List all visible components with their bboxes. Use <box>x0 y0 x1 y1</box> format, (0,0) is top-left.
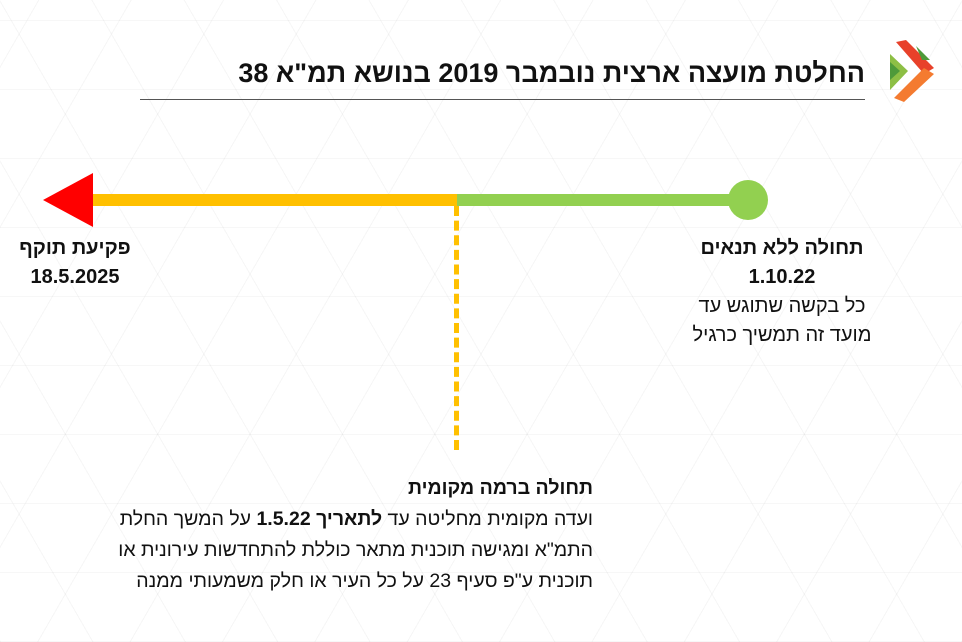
local-desc-line: תוכנית ע"פ סעיף 23 על כל העיר או חלק משמ… <box>136 570 593 592</box>
end-date: 18.5.2025 <box>30 266 120 288</box>
end-heading: פקיעת תוקף <box>19 237 131 259</box>
local-text: על המשך החלת <box>119 508 257 530</box>
timeline-end-arrow-icon <box>43 173 93 227</box>
brand-logo-icon <box>890 40 934 102</box>
timeline-local-marker <box>454 206 459 450</box>
start-heading: תחולה ללא תנאים <box>700 237 864 259</box>
timeline-local-segment <box>88 194 458 206</box>
end-block: פקיעת תוקף 18.5.2025 <box>0 234 150 292</box>
local-heading: תחולה ברמה מקומית <box>407 477 593 499</box>
local-block: תחולה ברמה מקומית ועדה מקומית מחליטה עד … <box>0 473 593 597</box>
local-deadline: לתאריך 1.5.22 <box>256 508 383 530</box>
local-desc-line: התמ"א ומגישה תוכנית מתאר כוללת להתחדשות … <box>118 539 593 561</box>
start-desc-line: מועד זה תמשיך כרגיל <box>692 324 872 346</box>
start-block: תחולה ללא תנאים 1.10.22 כל בקשה שתוגש עד… <box>662 234 902 350</box>
start-date: 1.10.22 <box>748 266 816 288</box>
timeline-start-dot <box>728 180 768 220</box>
timeline-unconditional-segment <box>457 194 749 206</box>
start-desc-line: כל בקשה שתוגש עד <box>698 295 866 317</box>
page-title: החלטת מועצה ארצית נובמבר 2019 בנושא תמ"א… <box>238 58 865 88</box>
local-text: ועדה מקומית מחליטה עד <box>382 508 593 530</box>
local-desc-line: ועדה מקומית מחליטה עד לתאריך 1.5.22 על ה… <box>0 504 593 535</box>
title-underline <box>140 99 865 100</box>
